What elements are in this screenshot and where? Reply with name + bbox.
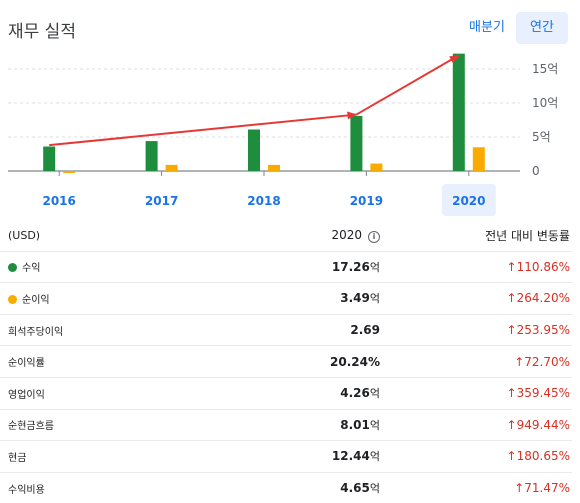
metric-label: 순이익률 bbox=[8, 358, 45, 370]
financial-bar-chart: 0 5억 10억 15억 2016 2017 2018 2019 2020 bbox=[8, 53, 558, 216]
bar-순이익-2016[interactable] bbox=[63, 171, 76, 174]
metric-value: 17.26 bbox=[331, 259, 370, 274]
year-tab-2016[interactable]: 2016 bbox=[42, 194, 75, 208]
metric-value-cell: 12.44억 bbox=[250, 440, 380, 473]
table-row: 순이익률 20.24% ↑72.70% bbox=[0, 345, 572, 378]
trend-arrow-annotation bbox=[49, 111, 358, 147]
table-row: 영업이익 4.26억 ↑359.45% bbox=[0, 377, 572, 410]
metric-value: 2.69 bbox=[350, 323, 380, 338]
quarterly-toggle-button[interactable]: 매분기 bbox=[469, 20, 505, 35]
change-column-header: 전년 대비 변동률 bbox=[380, 220, 572, 252]
yoy-change: ↑71.47% bbox=[514, 481, 570, 496]
bar-수익-2020[interactable] bbox=[452, 53, 465, 171]
annual-toggle-button[interactable]: 연간 bbox=[516, 12, 568, 44]
metric-label: 희석주당이익 bbox=[8, 326, 64, 338]
metric-value-cell: 8.01억 bbox=[250, 409, 380, 442]
bar-순이익-2018[interactable] bbox=[268, 164, 280, 171]
metric-label-cell: 수익 bbox=[0, 251, 250, 284]
year-column-header: 2020 i bbox=[250, 220, 380, 252]
currency-label: (USD) bbox=[0, 220, 250, 252]
yoy-change: ↑110.86% bbox=[380, 251, 572, 284]
metric-unit: 억 bbox=[369, 292, 380, 306]
y-tick-label: 0 bbox=[532, 164, 540, 178]
metric-value-cell: 2.69 bbox=[250, 314, 380, 347]
metric-label: 현금 bbox=[8, 452, 27, 464]
year-tab-2017[interactable]: 2017 bbox=[145, 194, 178, 208]
metric-label-cell: 순이익 bbox=[0, 282, 250, 315]
yoy-change: ↑180.65% bbox=[380, 440, 572, 473]
metric-value-cell: 4.26억 bbox=[250, 377, 380, 410]
year-tab-2018[interactable]: 2018 bbox=[247, 194, 280, 208]
metric-unit: 억 bbox=[369, 450, 380, 464]
metric-value: 3.49 bbox=[340, 291, 370, 306]
yoy-change: ↑264.20% bbox=[380, 282, 572, 315]
section-title: 재무 실적 bbox=[8, 22, 76, 42]
bar-수익-2017[interactable] bbox=[145, 141, 158, 171]
metric-label-cell: 순현금흐름 bbox=[0, 409, 250, 442]
yoy-change: ↑253.95% bbox=[380, 314, 572, 347]
table-row: 수익비용 4.65억 ↑71.47% bbox=[0, 472, 572, 503]
metric-label-cell: 희석주당이익 bbox=[0, 314, 250, 347]
year-tab-2020[interactable]: 2020 bbox=[452, 194, 485, 208]
metric-unit: 억 bbox=[369, 418, 380, 432]
bar-순이익-2017[interactable] bbox=[165, 164, 178, 171]
metric-value: 4.26 bbox=[340, 386, 370, 401]
metric-value: 20.24% bbox=[330, 354, 380, 369]
metric-label: 영업이익 bbox=[8, 389, 45, 401]
selected-year-highlight bbox=[441, 184, 496, 216]
bar-수익-2016[interactable] bbox=[43, 146, 56, 171]
financials-table: (USD) 2020 i 전년 대비 변동률 수익 17.26억 ↑110.86% 순이… bbox=[0, 220, 572, 503]
metric-unit: 억 bbox=[369, 260, 380, 274]
metric-value: 8.01 bbox=[340, 417, 370, 432]
table-row: 현금 12.44억 ↑180.65% bbox=[0, 440, 572, 473]
table-row: 수익 17.26억 ↑110.86% bbox=[0, 251, 572, 284]
metric-value-cell: 3.49억 bbox=[250, 282, 380, 315]
y-tick-label: 10억 bbox=[532, 96, 558, 110]
metric-label: 수익비용 bbox=[8, 484, 45, 496]
yoy-change: ↑949.44% bbox=[380, 409, 572, 442]
yoy-change: ↑359.45% bbox=[380, 377, 572, 410]
metric-unit: 억 bbox=[369, 387, 380, 401]
info-circle-icon[interactable]: i bbox=[368, 230, 380, 243]
bar-수익-2018[interactable] bbox=[248, 129, 260, 171]
bar-순이익-2019[interactable] bbox=[370, 163, 383, 171]
metric-value-cell: 20.24% bbox=[250, 345, 380, 378]
metric-label-cell: 수익비용 bbox=[0, 472, 250, 503]
metric-label: 순현금흐름 bbox=[8, 421, 54, 433]
trend-arrow-annotation bbox=[355, 54, 460, 116]
metric-label: 수익 bbox=[22, 263, 41, 275]
metric-label-cell: 영업이익 bbox=[0, 377, 250, 410]
metric-value: 12.44 bbox=[331, 449, 370, 464]
table-row: 순현금흐름 8.01억 ↑949.44% bbox=[0, 409, 572, 442]
metric-unit: 억 bbox=[369, 482, 380, 496]
metric-label: 순이익 bbox=[22, 294, 50, 306]
year-header-text: 2020 bbox=[331, 227, 362, 242]
table-row: 희석주당이익 2.69 ↑253.95% bbox=[0, 314, 572, 347]
y-tick-label: 15억 bbox=[532, 62, 558, 76]
metric-label-cell: 현금 bbox=[0, 440, 250, 473]
bar-수익-2019[interactable] bbox=[350, 115, 363, 171]
metric-value-cell: 17.26억 bbox=[250, 251, 380, 284]
table-header-row: (USD) 2020 i 전년 대비 변동률 bbox=[0, 220, 572, 252]
yoy-change: ↑72.70% bbox=[380, 345, 572, 378]
legend-dot-icon bbox=[8, 294, 17, 304]
metric-value-cell: 4.65억 bbox=[250, 472, 380, 503]
metric-label-cell: 순이익률 bbox=[0, 345, 250, 378]
metric-value: 4.65 bbox=[340, 481, 370, 496]
year-tab-2019[interactable]: 2019 bbox=[350, 194, 383, 208]
table-row: 순이익 3.49억 ↑264.20% bbox=[0, 282, 572, 315]
y-tick-label: 5억 bbox=[532, 130, 551, 144]
bar-순이익-2020[interactable] bbox=[472, 147, 485, 171]
legend-dot-icon bbox=[8, 263, 17, 273]
